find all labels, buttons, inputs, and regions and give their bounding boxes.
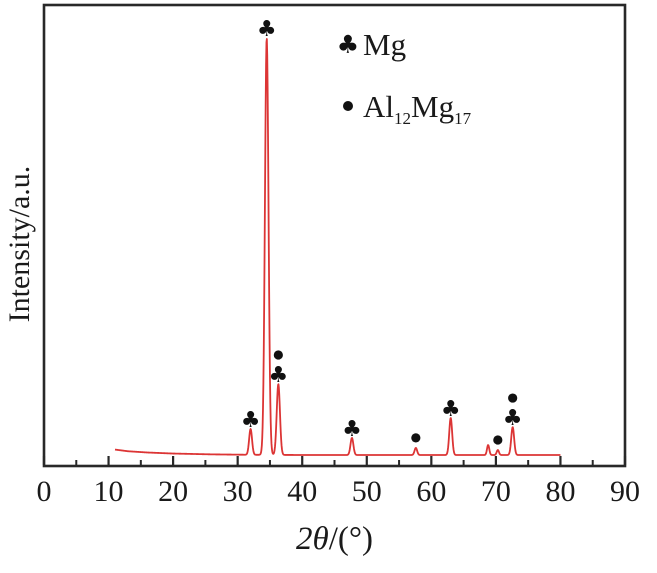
x-tick-label: 80 — [545, 475, 575, 508]
mg-club-marker: ♣ — [268, 363, 288, 388]
x-axis-label: 2θ/(°) — [44, 521, 625, 558]
al12mg17-circle-marker — [411, 433, 421, 443]
legend-label: Al12Mg17 — [363, 88, 472, 128]
legend: ♣ Mg Al12Mg17 — [336, 22, 471, 128]
al12mg17-circle-marker — [508, 393, 518, 403]
mg-club-marker: ♣ — [503, 406, 523, 431]
x-tick-label: 40 — [287, 475, 317, 508]
club-icon: ♣ — [336, 29, 360, 59]
plot-frame — [42, 3, 627, 468]
mg-club-marker: ♣ — [441, 397, 461, 422]
x-tick-label: 30 — [223, 475, 253, 508]
x-tick-label: 10 — [94, 475, 124, 508]
x-tick-label: 0 — [37, 475, 52, 508]
x-tick-label: 20 — [158, 475, 188, 508]
x-tick-label: 70 — [481, 475, 511, 508]
legend-entry-al12mg17: Al12Mg17 — [336, 84, 471, 128]
x-axis-label-units: /(°) — [328, 521, 374, 557]
mg-club-marker: ♣ — [257, 17, 277, 42]
xrd-pattern-line — [114, 38, 561, 456]
filled-circle-icon — [343, 101, 353, 111]
legend-label: Mg — [363, 26, 407, 62]
x-tick-label: 90 — [610, 475, 640, 508]
mg-club-marker: ♣ — [342, 417, 362, 442]
al12mg17-circle-marker — [273, 350, 283, 360]
legend-entry-mg: ♣ Mg — [336, 22, 471, 66]
x-axis-label-symbol: 2θ — [295, 521, 329, 557]
x-tick-label: 60 — [416, 475, 446, 508]
mg-club-marker: ♣ — [241, 408, 261, 433]
al12mg17-circle-marker — [493, 435, 503, 445]
y-axis-label: Intensity/a.u. — [3, 165, 36, 323]
x-tick-label: 50 — [352, 475, 382, 508]
